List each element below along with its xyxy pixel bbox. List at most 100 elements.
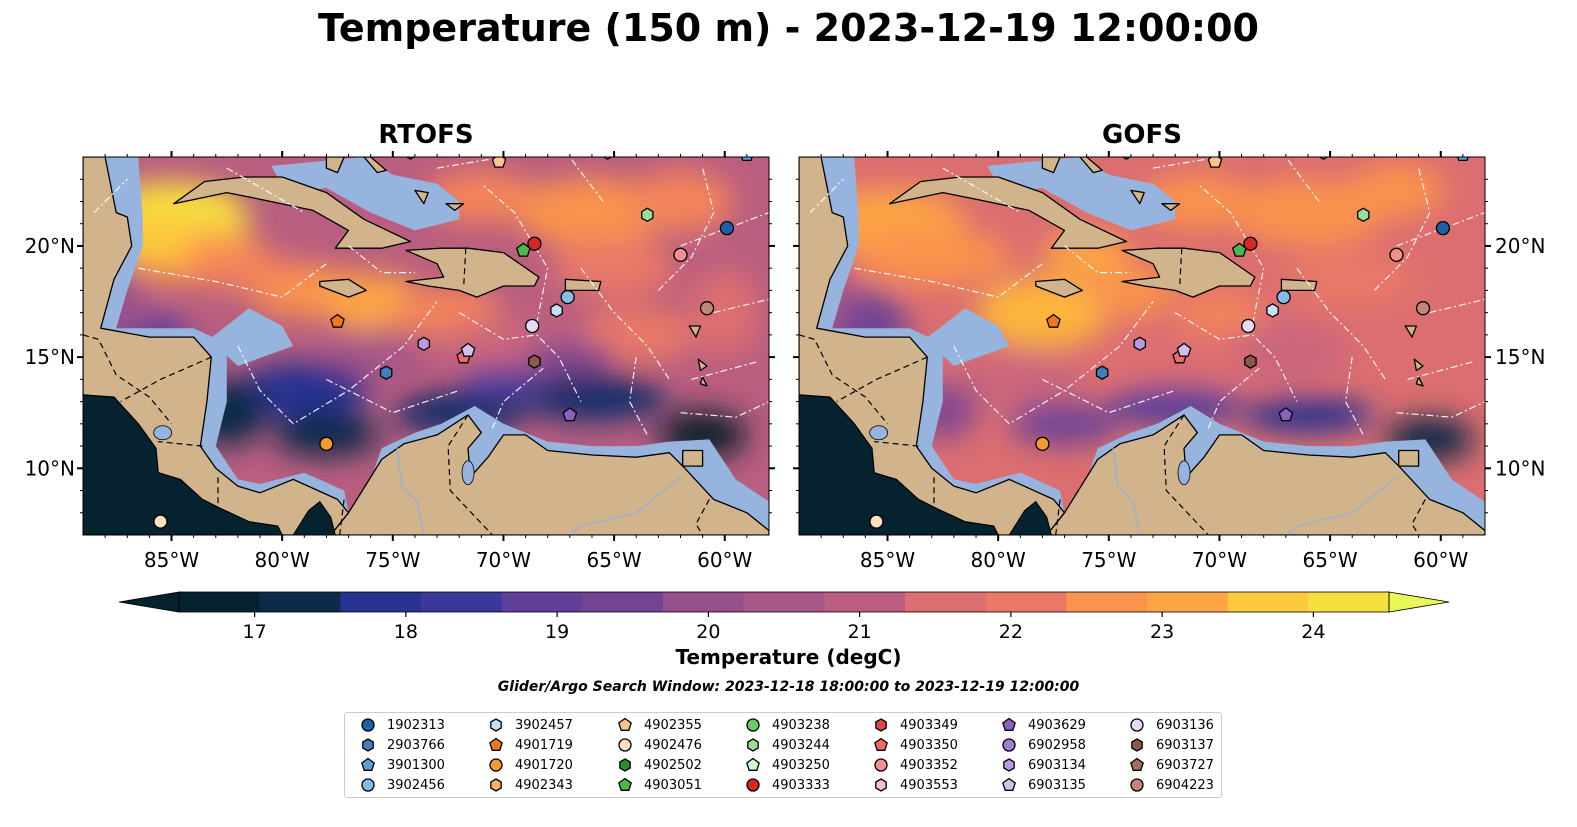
- legend-marker[interactable]: [1002, 777, 1016, 791]
- float-marker-3902456-rtofs[interactable]: [560, 289, 575, 305]
- legend-marker[interactable]: [874, 758, 888, 772]
- legend-marker[interactable]: [618, 717, 632, 731]
- colorbar-segment: [1227, 592, 1309, 612]
- float-marker-4902343-gofs[interactable]: [1318, 146, 1329, 160]
- legend-marker[interactable]: [875, 778, 887, 792]
- float-marker-6904223-rtofs[interactable]: [699, 301, 715, 316]
- float-marker-4901720-gofs[interactable]: [1035, 436, 1050, 451]
- float-marker-4902502-rtofs[interactable]: [405, 146, 416, 160]
- legend-item: 6903136: [1128, 716, 1214, 734]
- legend-item-label: 4902355: [644, 717, 702, 733]
- legend-marker[interactable]: [1003, 758, 1015, 772]
- colorbar-segment: [421, 592, 503, 612]
- legend-item-label: 4903238: [772, 717, 830, 733]
- float-marker-3901300-gofs[interactable]: [1456, 148, 1469, 162]
- float-marker-4903352-gofs[interactable]: [1389, 247, 1404, 262]
- legend-item: 6902958: [1000, 736, 1086, 754]
- float-marker-4901719-rtofs[interactable]: [330, 313, 345, 328]
- legend-marker[interactable]: [489, 758, 503, 772]
- colorbar-segment: [905, 592, 987, 612]
- float-marker-1902313-rtofs[interactable]: [719, 221, 735, 236]
- float-marker-6903137-rtofs[interactable]: [528, 354, 541, 369]
- map-panel-rtofs[interactable]: 85°W 80°W 75°W 70°W 65°W 60°W 20°N 15°N 10°N: [25, 143, 775, 572]
- float-marker-6903134-gofs[interactable]: [1133, 336, 1147, 352]
- legend-marker[interactable]: [489, 737, 503, 751]
- float-marker-3902457-gofs[interactable]: [1266, 303, 1279, 318]
- float-marker-4901720-rtofs[interactable]: [319, 436, 334, 451]
- legend-marker[interactable]: [361, 778, 375, 792]
- legend-marker[interactable]: [618, 777, 632, 791]
- float-marker-6904223-gofs[interactable]: [1415, 301, 1431, 316]
- legend-marker[interactable]: [747, 738, 759, 752]
- colorbar-segment: [259, 592, 341, 612]
- float-marker-6903136-gofs[interactable]: [1241, 318, 1256, 334]
- legend-marker[interactable]: [619, 758, 631, 772]
- float-marker-4902355-rtofs[interactable]: [491, 154, 507, 168]
- panel-title-rtofs: RTOFS: [378, 120, 474, 150]
- float-marker-4902476-rtofs[interactable]: [153, 514, 168, 529]
- legend-marker[interactable]: [746, 757, 760, 771]
- legend-marker[interactable]: [362, 738, 374, 752]
- float-marker-6903135-gofs[interactable]: [1176, 342, 1192, 357]
- pentagon-marker-icon: [746, 757, 760, 771]
- legend-marker[interactable]: [746, 718, 760, 732]
- float-marker-6903137-gofs[interactable]: [1244, 354, 1257, 369]
- float-marker-4902476-gofs[interactable]: [869, 514, 884, 529]
- float-marker-1902313-gofs[interactable]: [1435, 221, 1451, 236]
- legend-item: 6904223: [1128, 776, 1214, 794]
- float-marker-4903333-gofs[interactable]: [1243, 236, 1258, 251]
- hexagon-marker-icon: [490, 778, 502, 792]
- legend-item-label: 4903629: [1028, 717, 1086, 733]
- legend-item-label: 3901300: [387, 757, 445, 773]
- legend-marker[interactable]: [1002, 738, 1016, 752]
- legend-marker[interactable]: [1130, 778, 1144, 792]
- map-panel-gofs[interactable]: 85°W 80°W 75°W 70°W 65°W 60°W 20°N 15°N 10°N: [793, 143, 1545, 572]
- float-marker-2903766-gofs[interactable]: [1095, 365, 1109, 380]
- legend-marker[interactable]: [490, 718, 502, 732]
- float-marker-6903136-rtofs[interactable]: [525, 318, 540, 334]
- float-marker-4903244-rtofs[interactable]: [641, 207, 654, 223]
- colorbar-tick-label: 18: [394, 621, 418, 643]
- legend-marker[interactable]: [1130, 718, 1144, 732]
- float-marker-4902355-gofs[interactable]: [1207, 154, 1223, 168]
- legend-marker[interactable]: [875, 718, 887, 732]
- legend-item: 4902476: [616, 736, 702, 754]
- legend-marker[interactable]: [361, 718, 375, 732]
- colorbar-tick-label: 24: [1301, 621, 1325, 643]
- float-marker-4903352-rtofs[interactable]: [673, 247, 688, 262]
- float-marker-3902457-rtofs[interactable]: [550, 303, 563, 318]
- colorbar: 17 18 19 20 21 22 23 24: [118, 591, 1450, 643]
- float-marker-4903629-rtofs[interactable]: [562, 407, 578, 422]
- float-marker-4902502-gofs[interactable]: [1121, 146, 1132, 160]
- float-marker-2903766-rtofs[interactable]: [379, 365, 393, 380]
- legend-marker[interactable]: [1002, 717, 1016, 731]
- float-marker-4901719-gofs[interactable]: [1046, 313, 1061, 328]
- legend-item-label: 4903051: [644, 777, 702, 793]
- float-marker-4903629-gofs[interactable]: [1278, 407, 1294, 422]
- legend-item-label: 4903349: [900, 717, 958, 733]
- lon-tick-label: 65°W: [1302, 548, 1357, 572]
- float-marker-3901300-rtofs[interactable]: [740, 148, 753, 162]
- legend-marker[interactable]: [618, 738, 632, 752]
- legend-item: 3902456: [359, 776, 445, 794]
- legend-marker[interactable]: [1131, 738, 1143, 752]
- float-marker-6903135-rtofs[interactable]: [460, 342, 476, 357]
- legend-marker[interactable]: [746, 778, 760, 792]
- float-marker-3902456-gofs[interactable]: [1276, 289, 1291, 305]
- lat-tick-label: 20°N: [25, 234, 75, 258]
- float-marker-6903134-rtofs[interactable]: [417, 336, 431, 352]
- float-marker-4903244-gofs[interactable]: [1357, 207, 1370, 223]
- legend-marker[interactable]: [361, 757, 375, 771]
- legend-marker[interactable]: [1130, 757, 1144, 771]
- legend-item: 4902343: [487, 776, 573, 794]
- figure-title: Temperature (150 m) - 2023-12-19 12:00:0…: [317, 6, 1259, 50]
- legend-marker[interactable]: [490, 778, 502, 792]
- colorbar-tick-label: 20: [696, 621, 720, 643]
- float-marker-4903333-rtofs[interactable]: [527, 236, 542, 251]
- legend-marker[interactable]: [874, 737, 888, 751]
- pentagon-marker-icon: [489, 737, 503, 751]
- float-marker-4902343-rtofs[interactable]: [602, 146, 613, 160]
- colorbar-segment: [985, 592, 1067, 612]
- legend-item-label: 4901720: [515, 757, 573, 773]
